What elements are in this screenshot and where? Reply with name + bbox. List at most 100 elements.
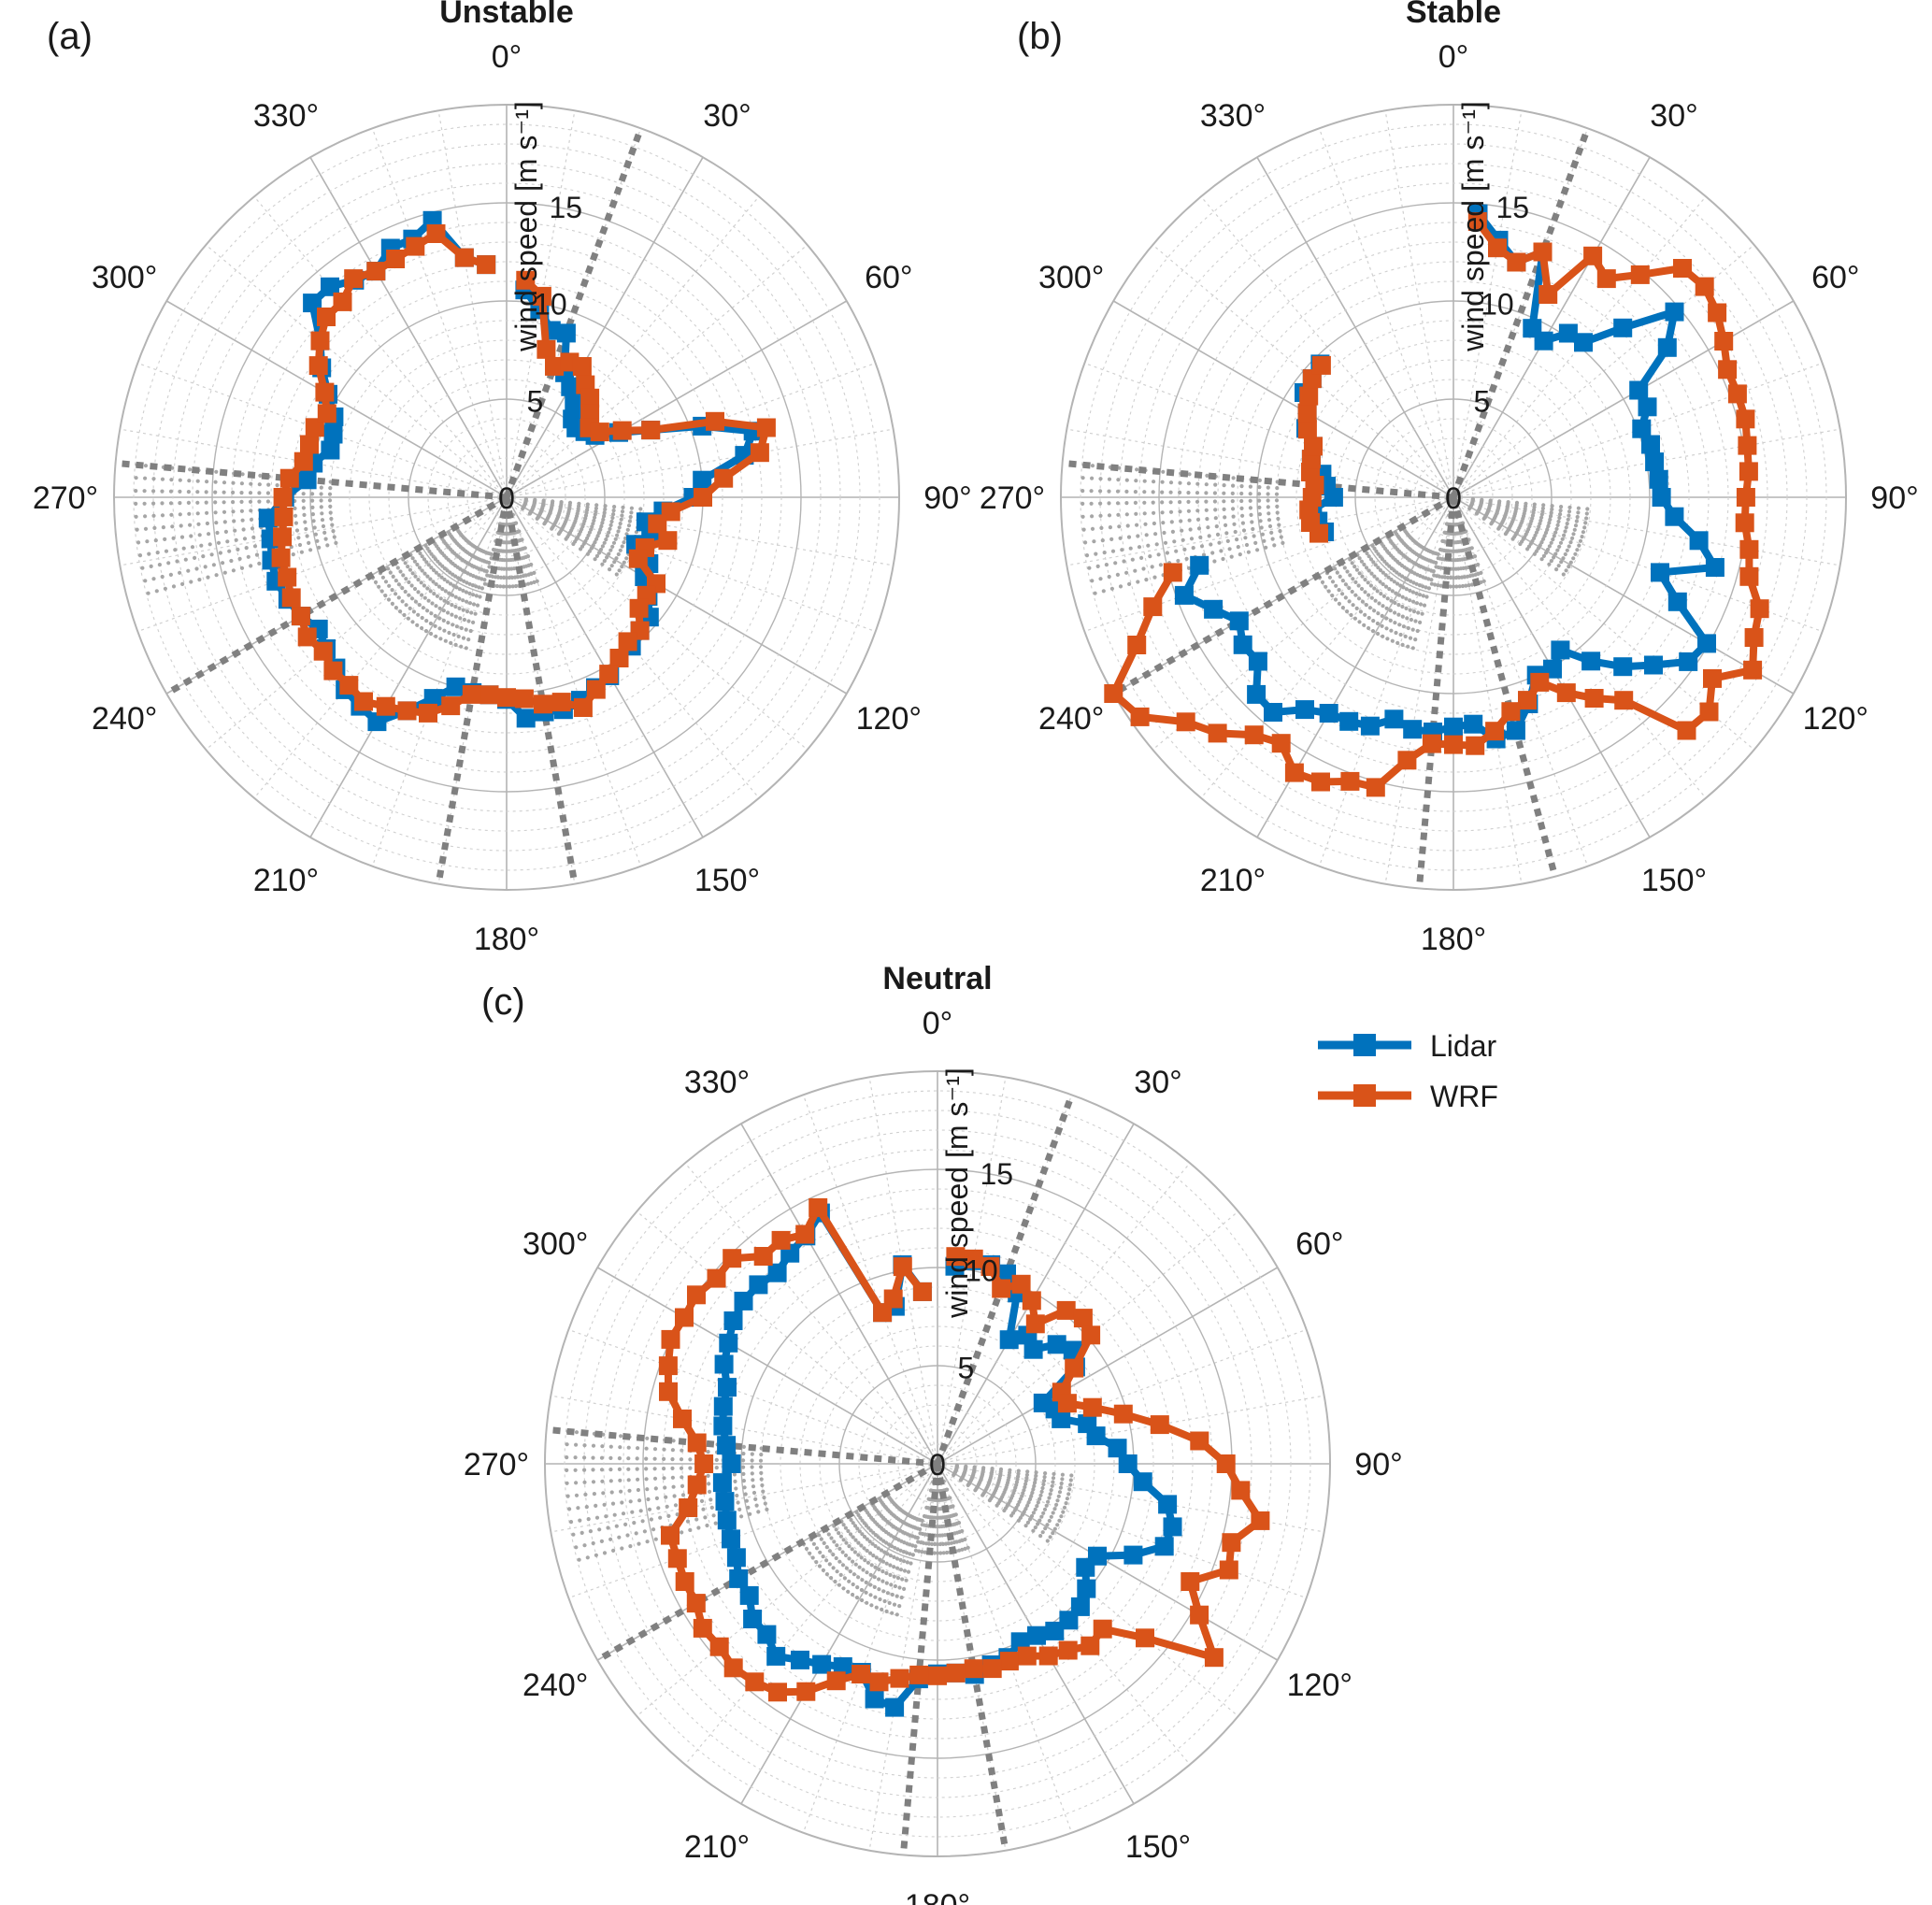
sector-dot [265, 491, 270, 495]
sector-dot [644, 1456, 649, 1461]
legend-wrf-label: WRF [1430, 1080, 1498, 1113]
sector-dot [186, 568, 191, 573]
sector-dot [1209, 542, 1213, 547]
sector-dot [1130, 557, 1135, 562]
sector-dot [457, 587, 462, 592]
sector-dot [616, 529, 621, 534]
sector-dot [179, 535, 185, 539]
sector-dot [670, 1466, 675, 1470]
sector-dot [868, 1593, 873, 1597]
angle-tick-label: 90° [1354, 1447, 1402, 1482]
sector-dot [142, 489, 147, 494]
sector-dot [1365, 551, 1369, 556]
sector-dot [1381, 604, 1385, 609]
sector-dot [627, 519, 633, 523]
data-point-wrf [768, 1683, 787, 1702]
data-point-lidar [1108, 1439, 1127, 1458]
sector-dot [1168, 509, 1174, 514]
sector-dot [1212, 559, 1217, 564]
data-point-wrf [750, 443, 769, 463]
sector-dot [233, 528, 237, 533]
sector-dot [1099, 525, 1104, 531]
sector-dot [624, 556, 629, 561]
sector-dot [1178, 480, 1182, 485]
sector-dot [1351, 603, 1355, 608]
sector-dot [1038, 1518, 1042, 1523]
sector-dot [895, 1566, 900, 1570]
sector-dot [168, 489, 174, 494]
data-point-lidar [757, 1625, 777, 1644]
sector-dot [195, 490, 200, 494]
sector-dot [1067, 1487, 1072, 1492]
sector-dot [429, 631, 434, 637]
sector-dot [299, 550, 304, 554]
sector-dot [294, 528, 300, 533]
data-point-lidar [1118, 1454, 1138, 1473]
grid-ring [1413, 457, 1494, 537]
sector-dot [1340, 592, 1345, 596]
sector-dot [1204, 508, 1209, 512]
sector-dot [600, 544, 606, 549]
data-point-wrf [609, 649, 629, 667]
data-point-wrf [537, 339, 556, 359]
sector-dot [398, 569, 403, 574]
sector-dot [1525, 547, 1530, 551]
sector-dot [1352, 616, 1357, 621]
sector-dot [181, 546, 186, 551]
sector-dot [1144, 578, 1149, 582]
sector-dot [373, 580, 379, 585]
sector-dot [386, 566, 391, 571]
sector-dot [1408, 598, 1412, 603]
data-point-lidar [1052, 1409, 1071, 1428]
sector-dot [1009, 1513, 1014, 1518]
sector-dot [1372, 586, 1377, 591]
sector-dot [600, 562, 605, 566]
sector-dot [1152, 480, 1156, 484]
sector-dot [1388, 609, 1393, 613]
sector-dot [1379, 592, 1383, 596]
sector-dot [442, 628, 447, 633]
sector-dot [1421, 594, 1425, 598]
sector-dot [869, 1563, 874, 1568]
sector-dot [937, 1541, 943, 1547]
sector-dot [293, 513, 298, 518]
sector-dot [844, 1566, 850, 1570]
sector-dot [855, 1585, 860, 1590]
sector-dot [513, 583, 519, 589]
sector-dot [628, 1499, 633, 1504]
sector-dot [1116, 478, 1121, 482]
sector-dot [1404, 606, 1409, 611]
data-point-lidar [1581, 652, 1601, 671]
sector-dot [1168, 490, 1173, 494]
grid-ring [231, 222, 782, 773]
sector-dot [291, 552, 295, 557]
sector-dot [160, 513, 165, 518]
sector-dot [1036, 1500, 1040, 1505]
data-point-lidar [767, 1263, 787, 1282]
data-point-wrf [1488, 238, 1507, 258]
data-point-lidar [715, 1492, 735, 1511]
sector-dot [1375, 621, 1380, 626]
sector-dot [1547, 521, 1552, 525]
data-point-lidar [556, 323, 576, 343]
angle-tick-label: 180° [1421, 922, 1486, 957]
sector-dot [711, 1513, 716, 1518]
grid-ring [1080, 123, 1827, 871]
sector-dot [758, 1458, 764, 1463]
sector-dot [744, 1498, 750, 1503]
sector-dot [1401, 585, 1406, 590]
sector-dot [882, 1598, 887, 1604]
sector-dot [618, 1478, 623, 1482]
data-point-wrf [612, 421, 632, 440]
sector-dot [701, 1507, 706, 1511]
sector-dot [1246, 550, 1251, 554]
sector-dot [1565, 548, 1569, 552]
sector-dot [1169, 520, 1174, 524]
sector-dot [1199, 544, 1205, 549]
sector-dot [1573, 551, 1578, 556]
sector-dot [620, 544, 624, 549]
sector-dot [446, 610, 451, 615]
sector-dot [1230, 491, 1235, 496]
sector-dot [864, 1580, 868, 1584]
sector-dot [829, 1536, 834, 1540]
